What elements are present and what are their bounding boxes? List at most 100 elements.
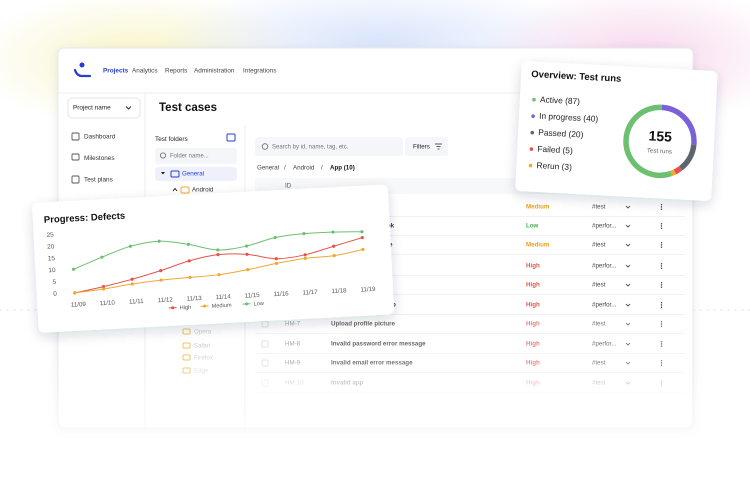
more-dot[interactable] (660, 267, 663, 269)
more-dot[interactable] (660, 244, 663, 246)
more-dot[interactable] (660, 345, 663, 347)
more-dot[interactable] (660, 263, 663, 265)
legend-label: Rerun (3) (536, 160, 572, 172)
data-point (302, 232, 306, 236)
data-point (360, 230, 364, 234)
data-point (73, 291, 77, 295)
project-name[interactable]: Project name (73, 105, 111, 112)
more-dot[interactable] (660, 265, 663, 267)
donut-segment (673, 166, 683, 175)
more-dot[interactable] (660, 341, 663, 343)
project-select[interactable] (67, 97, 141, 119)
more-dot[interactable] (660, 225, 663, 227)
y-tick-label: 0 (53, 290, 57, 297)
column-header: ID (285, 183, 292, 190)
breadcrumb-separator: / (284, 165, 286, 172)
case-id: HM-7 (285, 321, 301, 328)
y-tick-label: 20 (47, 243, 55, 250)
folder-icon (170, 170, 180, 178)
case-tag: #perfor... (592, 223, 617, 230)
data-point (360, 236, 364, 240)
chevron-icon (161, 172, 165, 175)
tag-chevron (625, 243, 631, 247)
breadcrumb-item[interactable]: Android (293, 165, 315, 172)
more-dot[interactable] (660, 323, 663, 325)
case-priority: High (526, 263, 540, 270)
breadcrumb-item[interactable]: General (257, 165, 279, 172)
more-dot[interactable] (660, 282, 663, 284)
data-point (130, 282, 134, 286)
more-dot[interactable] (660, 304, 663, 306)
data-point (159, 269, 163, 273)
folder-item[interactable]: Safari (194, 343, 210, 350)
data-point (274, 257, 278, 261)
menu-item[interactable]: Milestones (84, 155, 115, 162)
data-point (101, 285, 106, 289)
more-dot[interactable] (660, 242, 663, 244)
menu-icons (71, 132, 80, 184)
more-dot[interactable] (660, 343, 663, 345)
more-dot[interactable] (660, 325, 663, 327)
data-point (186, 242, 190, 246)
more-dot[interactable] (660, 223, 663, 225)
x-tick-label: 11/18 (331, 287, 347, 295)
filters-button[interactable] (405, 137, 448, 156)
more-dot[interactable] (660, 302, 663, 304)
folder-item[interactable]: Android (192, 187, 214, 194)
data-point (188, 275, 192, 279)
legend-dot (528, 163, 533, 168)
folder-search[interactable] (155, 148, 237, 164)
more-dot[interactable] (660, 321, 663, 323)
legend-label: In progress (40) (539, 111, 599, 124)
menu-item[interactable]: Test plans (84, 177, 113, 184)
nav-item[interactable]: Analytics (132, 68, 158, 75)
defects-card: Progress: Defects 0 5 10 15 20 25 11/09 11/10 11/… (32, 184, 395, 333)
case-search[interactable] (255, 137, 403, 156)
more-dot[interactable] (660, 286, 663, 288)
row-checkbox[interactable] (261, 340, 269, 348)
more-dot[interactable] (660, 227, 663, 229)
folder-item[interactable]: General (182, 171, 204, 178)
case-tag: #perfor... (592, 341, 617, 348)
breadcrumb-item[interactable]: App (10) (330, 165, 355, 172)
legend-dot (530, 130, 535, 135)
menu-item[interactable]: Dashboard (84, 134, 116, 141)
legend-label: Passed (20) (538, 127, 584, 139)
data-point (100, 255, 104, 259)
data-point (361, 247, 365, 252)
case-name: p (392, 302, 396, 309)
donut-segment (623, 104, 672, 179)
more-dot[interactable] (660, 204, 663, 206)
breadcrumb-separator: / (321, 165, 323, 172)
data-point (101, 287, 106, 291)
search-icon (261, 143, 269, 150)
chevron-icon (125, 106, 132, 110)
legend-label: High (180, 305, 192, 312)
table-row[interactable]: HM-7 Upload profile picture High #test (255, 320, 685, 334)
x-tick-label: 11/15 (244, 292, 260, 300)
folders-title: Test folders (155, 136, 188, 143)
add-folder-icon[interactable] (226, 133, 236, 142)
legend-label: Active (87) (540, 94, 581, 106)
logo[interactable] (73, 62, 92, 78)
data-point (187, 259, 191, 263)
more-dot[interactable] (660, 306, 663, 308)
more-dot[interactable] (660, 208, 663, 210)
more-dot[interactable] (660, 206, 663, 208)
more-dot[interactable] (660, 284, 663, 286)
folder-item[interactable]: Opera (194, 329, 212, 336)
case-tag: #test (592, 242, 606, 249)
nav-item[interactable]: Projects (103, 68, 129, 75)
legend-swatch-dot (171, 306, 175, 310)
chevron-icon (172, 187, 178, 192)
x-tick-label: 11/17 (302, 289, 318, 297)
case-priority: High (526, 302, 540, 309)
nav-item[interactable]: Administration (194, 68, 235, 75)
case-name: Upload profile picture (331, 321, 396, 328)
folder-search-placeholder: Folder name... (170, 154, 209, 160)
more-dot[interactable] (660, 246, 663, 248)
nav-item[interactable]: Reports (165, 68, 187, 75)
row-checkbox[interactable] (261, 320, 269, 328)
nav-item[interactable]: Integrations (243, 68, 276, 75)
filters-label[interactable]: Filters (413, 144, 430, 151)
